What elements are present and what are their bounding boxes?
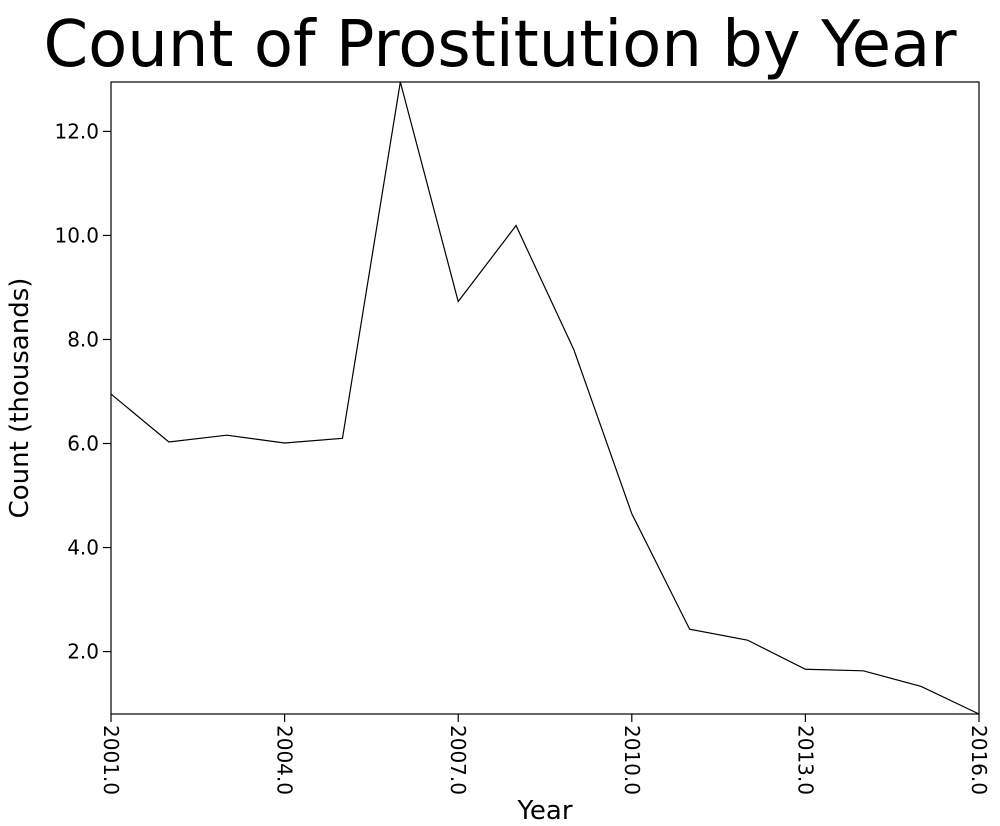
y-tick-label: 12.0 [54,119,99,143]
x-tick-label: 2007.0 [446,725,470,795]
x-tick-label: 2001.0 [99,725,123,795]
series-group [110,81,980,715]
y-axis: 2.0 4.0 6.0 8.0 10.0 12.0 [54,119,111,664]
x-tick-label: 2010.0 [620,725,644,795]
x-axis-label: Year [516,796,572,826]
x-axis: 2001.0 2004.0 2007.0 2010.0 2013.0 2016.0 [99,714,991,795]
y-tick-label: 4.0 [67,536,99,560]
x-tick-label: 2004.0 [273,725,297,795]
plot-frame [110,81,980,715]
chart-title: Count of Prostitution by Year [43,8,957,82]
y-axis-label: Count (thousands) [5,278,35,519]
y-tick-label: 8.0 [67,327,99,351]
y-tick-label: 2.0 [67,640,99,664]
y-tick-label: 10.0 [54,223,99,247]
x-tick-label: 2013.0 [793,725,817,795]
y-tick-label: 6.0 [67,432,99,456]
series-line-0 [110,81,980,715]
x-tick-label: 2016.0 [967,725,991,795]
